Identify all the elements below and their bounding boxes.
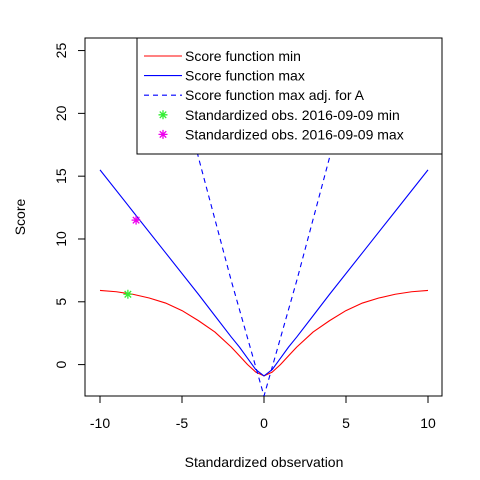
- y-axis: 0 5 10 15 20 25: [53, 43, 86, 368]
- series-line-1: [99, 169, 429, 377]
- legend-swatch-4: [158, 129, 168, 139]
- plot-area: [99, 38, 429, 396]
- y-tick-label: 0: [53, 360, 69, 368]
- legend-box: [136, 37, 443, 155]
- legend: Score function min Score function max Scor…: [136, 37, 443, 155]
- x-axis: -10 -5 0 5 10: [90, 395, 436, 431]
- legend-label-0: Score function min: [185, 48, 301, 64]
- legend-label-3: Standardized obs. 2016-09-09 min: [185, 107, 400, 123]
- y-axis-label: Score: [12, 199, 28, 236]
- legend-swatch-3: [158, 110, 168, 120]
- y-tick-label: 5: [53, 298, 69, 306]
- legend-label-4: Standardized obs. 2016-09-09 max: [185, 126, 404, 142]
- y-tick-label: 10: [53, 231, 69, 247]
- y-tick-label: 20: [53, 105, 69, 121]
- legend-label-1: Score function max: [185, 68, 305, 84]
- y-tick-label: 25: [53, 43, 69, 59]
- x-tick-label: 0: [260, 415, 268, 431]
- x-tick-label: 10: [420, 415, 436, 431]
- x-tick-label: -10: [90, 415, 110, 431]
- series-point-3: [123, 289, 133, 299]
- x-tick-label: 5: [342, 415, 350, 431]
- series-layer: [99, 38, 429, 396]
- series-point-4: [131, 215, 141, 225]
- y-tick-label: 15: [53, 168, 69, 184]
- x-tick-label: -5: [176, 415, 189, 431]
- x-axis-label: Standardized observation: [185, 454, 344, 470]
- legend-label-2: Score function max adj. for A: [185, 87, 365, 103]
